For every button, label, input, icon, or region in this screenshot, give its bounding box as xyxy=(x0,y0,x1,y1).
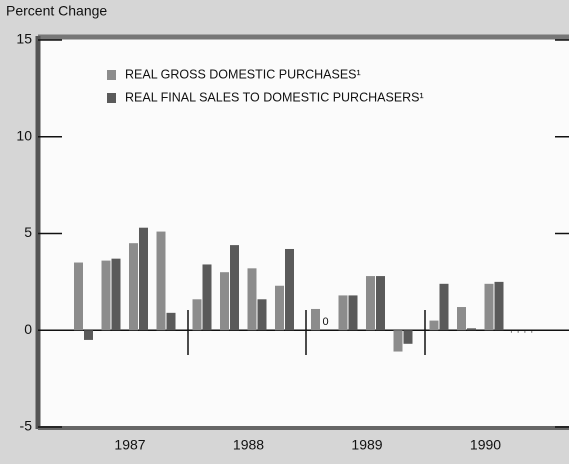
bar xyxy=(202,264,212,331)
x-group-label: 1990 xyxy=(470,437,501,453)
bar xyxy=(230,245,239,331)
x-group-label: 1989 xyxy=(351,437,382,453)
year-separators xyxy=(187,310,426,355)
bar xyxy=(84,330,93,340)
legend-swatch xyxy=(107,70,116,80)
bar xyxy=(403,330,413,344)
bar xyxy=(139,227,148,331)
bar xyxy=(376,276,385,331)
data-label: 0 xyxy=(322,316,328,328)
y-tick-label: 5 xyxy=(24,224,32,240)
plot-area xyxy=(38,38,569,427)
bar xyxy=(494,281,504,331)
bar xyxy=(257,299,267,331)
bar xyxy=(285,248,294,331)
bar xyxy=(311,308,320,331)
bar xyxy=(111,258,121,331)
bar xyxy=(429,320,439,331)
bar xyxy=(101,260,111,331)
y-axis-label: Percent Change xyxy=(6,3,107,19)
bar xyxy=(366,276,375,331)
bar xyxy=(74,262,83,331)
bar xyxy=(338,295,348,331)
bar xyxy=(247,268,257,331)
y-tick-label: 0 xyxy=(24,321,32,337)
bar xyxy=(439,283,449,331)
legend-label: REAL FINAL SALES TO DOMESTIC PURCHASERS¹ xyxy=(125,90,424,104)
bar xyxy=(129,243,138,331)
y-tick-label: 10 xyxy=(16,127,32,143)
bar xyxy=(220,272,229,331)
bar xyxy=(457,307,466,331)
y-tick-label: 15 xyxy=(16,31,32,47)
legend-swatch xyxy=(107,93,116,103)
legend-label: REAL GROSS DOMESTIC PURCHASES¹ xyxy=(125,67,361,81)
bar xyxy=(275,285,284,331)
bar xyxy=(393,330,403,352)
y-tick-label: -5 xyxy=(20,418,33,434)
bar xyxy=(156,231,166,331)
bar xyxy=(467,328,476,331)
bar xyxy=(192,299,202,331)
x-group-label: 1987 xyxy=(114,437,145,453)
bar xyxy=(166,312,176,331)
bar xyxy=(348,295,358,331)
x-group-label: 1988 xyxy=(233,437,264,453)
bar xyxy=(484,283,494,331)
